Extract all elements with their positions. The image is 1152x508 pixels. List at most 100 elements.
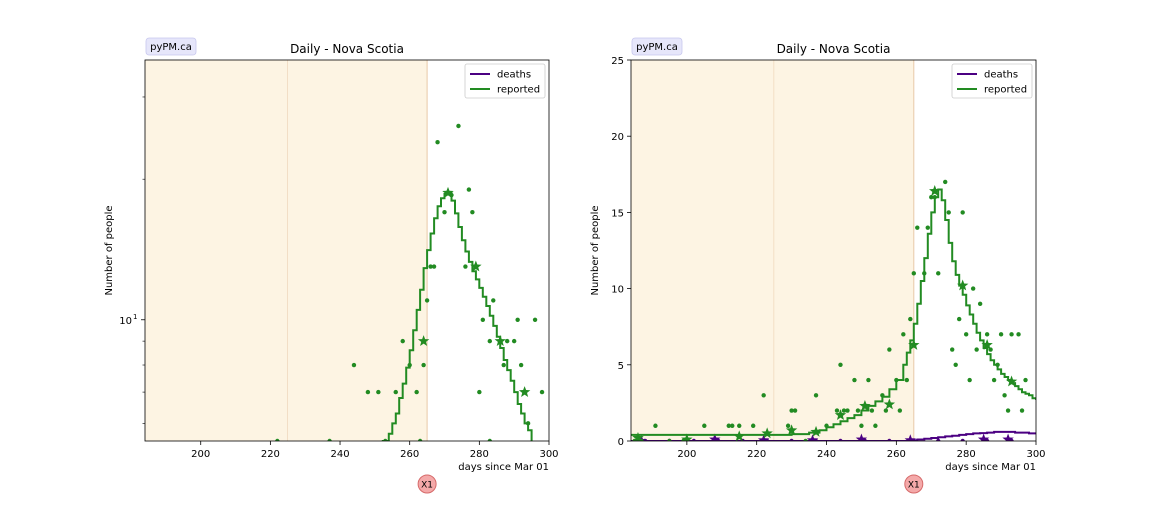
data-point-reported xyxy=(726,423,731,428)
data-point-reported xyxy=(532,317,538,322)
data-point-reported xyxy=(967,377,972,383)
x-tick-label: 300 xyxy=(539,449,558,460)
x-tick-label: 240 xyxy=(330,449,349,460)
data-point-reported xyxy=(901,332,906,337)
event-marker-label: X1 xyxy=(421,481,433,491)
event-marker[interactable] xyxy=(417,474,437,494)
data-point-reported xyxy=(431,264,437,269)
x-tick-label: 200 xyxy=(191,449,210,460)
data-point-reported xyxy=(813,393,819,398)
data-point-reported xyxy=(838,362,843,367)
plot-area xyxy=(275,123,545,441)
data-point-reported xyxy=(730,423,735,428)
data-point-reported xyxy=(925,225,930,230)
star-marker-deaths xyxy=(709,433,721,441)
star-marker-reported xyxy=(810,425,822,437)
data-point-reported xyxy=(511,338,517,344)
data-point-reported xyxy=(275,438,280,441)
legend: deaths reported xyxy=(951,63,1033,99)
data-point-reported xyxy=(922,271,927,276)
star-marker-reported xyxy=(859,399,871,411)
chart-panel-1: 200 220 240 260 280 300 10 1 Daily - Nova Scotia… xyxy=(104,37,559,494)
data-point-reported xyxy=(904,377,910,383)
chart-panel-2: 200 220 240 260 280 300 0 5 10 15 20 25 Daily - Nova… xyxy=(590,37,1046,494)
data-point-deaths xyxy=(936,438,941,441)
event-marker[interactable] xyxy=(904,474,924,494)
y-tick-label: 15 xyxy=(611,208,624,219)
y-tick-label: 0 xyxy=(618,437,624,448)
x-tick-label: 220 xyxy=(261,449,280,460)
data-point-reported xyxy=(400,338,405,344)
data-point-reported xyxy=(960,210,965,215)
data-point-reported xyxy=(943,179,948,185)
star-marker-deaths xyxy=(1002,433,1014,441)
star-marker-reported xyxy=(733,430,745,441)
star-marker-reported xyxy=(761,427,773,439)
data-point-reported xyxy=(487,438,492,441)
data-point-reported xyxy=(525,421,531,426)
series-line-reported xyxy=(631,188,1036,436)
star-marker-reported xyxy=(494,335,506,346)
data-point-reported xyxy=(984,332,990,337)
data-point-reported xyxy=(1016,332,1021,337)
data-point-reported xyxy=(834,408,840,413)
star-marker-reported xyxy=(834,409,847,420)
data-point-reported xyxy=(421,362,426,368)
x-tick-label: 300 xyxy=(1026,449,1045,460)
data-point-reported xyxy=(376,389,381,395)
y-tick-label: 20 xyxy=(611,132,624,143)
star-marker-reported xyxy=(442,186,454,198)
star-marker-reported xyxy=(929,185,941,196)
data-point-reported xyxy=(977,301,983,307)
series-line-deaths xyxy=(631,430,1036,441)
data-point-reported xyxy=(653,423,658,428)
data-point-reported xyxy=(946,210,951,215)
data-point-reported xyxy=(442,209,447,215)
legend-label-reported: reported xyxy=(497,85,540,96)
data-point-reported xyxy=(518,362,524,368)
series-line-reported xyxy=(381,191,533,441)
legend-label-deaths: deaths xyxy=(497,70,531,81)
x-tick-label: 280 xyxy=(957,449,976,460)
y-tick-label: 10 xyxy=(611,285,624,296)
data-point-deaths xyxy=(789,438,794,441)
star-marker-reported xyxy=(1005,375,1018,387)
shaded-region-1 xyxy=(145,60,288,441)
star-marker-reported xyxy=(883,398,896,410)
star-marker-deaths xyxy=(977,433,990,441)
data-point-reported xyxy=(953,362,958,367)
data-point-reported xyxy=(911,271,917,276)
star-marker-reported xyxy=(470,260,482,272)
data-point-reported xyxy=(789,408,794,413)
y-tick-label: 25 xyxy=(611,56,624,67)
data-point-reported xyxy=(929,194,934,200)
x-axis-label: days since Mar 01 xyxy=(945,462,1036,473)
data-point-reported xyxy=(1023,377,1028,383)
x-tick-label: 240 xyxy=(817,449,836,460)
data-point-reported xyxy=(327,438,332,441)
star-marker-reported xyxy=(956,279,969,291)
data-point-reported xyxy=(1019,408,1025,413)
data-point-reported xyxy=(792,408,798,413)
data-point-deaths xyxy=(887,438,892,441)
star-marker-reported xyxy=(908,338,920,350)
star-marker-reported xyxy=(785,424,798,436)
star-marker-reported xyxy=(632,431,644,441)
axes-frame xyxy=(144,59,550,442)
data-point-reported xyxy=(908,316,913,322)
source-badge xyxy=(145,37,197,56)
chart-title: Daily - Nova Scotia xyxy=(777,42,891,56)
data-point-reported xyxy=(491,298,496,303)
data-point-reported xyxy=(407,362,412,368)
data-point-reported xyxy=(501,362,506,368)
data-point-reported xyxy=(737,423,742,428)
data-point-reported xyxy=(887,347,892,352)
x-tick-label: 280 xyxy=(470,449,489,460)
plot-area xyxy=(631,179,1036,441)
source-badge-label: pyPM.ca xyxy=(150,42,192,53)
x-axis-label: days since Mar 01 xyxy=(458,462,549,473)
shaded-region-2 xyxy=(287,60,428,441)
data-point-reported xyxy=(841,408,847,413)
star-marker-deaths xyxy=(904,434,917,441)
shaded-region-1 xyxy=(631,60,775,441)
